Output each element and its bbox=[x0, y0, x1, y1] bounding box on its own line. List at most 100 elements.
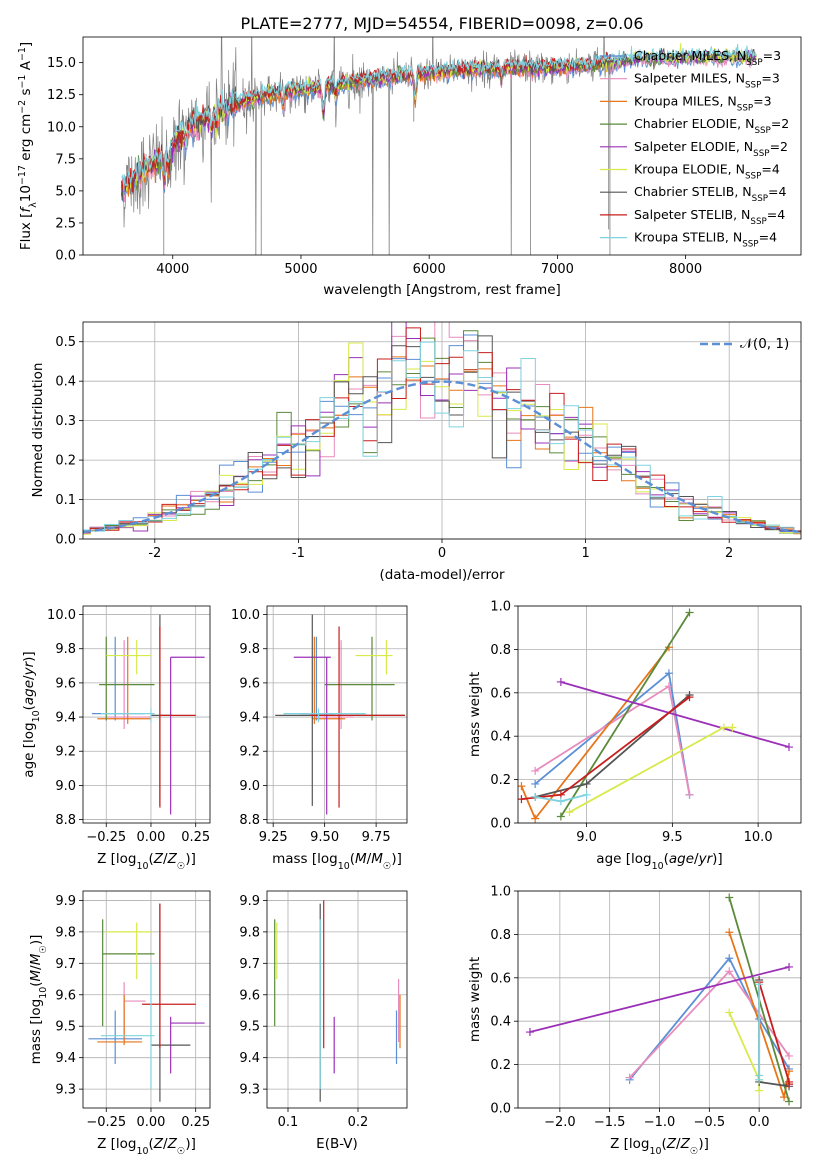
x-tick: −0.25 bbox=[86, 1108, 126, 1130]
y-axis-label: mass weight bbox=[467, 672, 483, 757]
y-tick: 0.0 bbox=[55, 249, 83, 264]
x-tick-label: 9.5 bbox=[662, 830, 683, 845]
x-tick: 9.5 bbox=[662, 823, 683, 845]
weight-marker bbox=[518, 795, 526, 804]
weight-line bbox=[529, 966, 790, 1033]
x-tick: 10.0 bbox=[744, 823, 773, 845]
x-tick-label: 4000 bbox=[156, 262, 189, 277]
plot-area bbox=[275, 614, 405, 815]
x-tick-label: 0.25 bbox=[181, 1115, 210, 1130]
y-tick-label: 0.8 bbox=[490, 928, 511, 943]
x-tick-label: -1 bbox=[292, 546, 305, 561]
legend-label: Salpeter ELODIE, NSSP=2 bbox=[634, 139, 788, 159]
y-tick: 9.0 bbox=[239, 779, 267, 794]
errorbar-point bbox=[310, 626, 405, 808]
y-tick-label: 0.2 bbox=[55, 454, 76, 469]
y-tick: 0.2 bbox=[490, 773, 518, 788]
y-tick: 0.4 bbox=[55, 375, 83, 390]
y-tick-label: 0.6 bbox=[490, 971, 511, 986]
errorbar-point bbox=[355, 640, 393, 675]
y-tick-label: 9.2 bbox=[239, 745, 260, 760]
y-tick: 0.2 bbox=[55, 454, 83, 469]
residual-histogram-step bbox=[83, 341, 801, 534]
weight-marker bbox=[664, 669, 673, 678]
x-tick: 0.1 bbox=[278, 1108, 299, 1130]
axes-frame bbox=[82, 890, 211, 1109]
axes-age_vs_mass: 9.25 9.50 9.75 8.8 9.0 9.2 9.4 9.6 9.8 10.0 mass [… bbox=[231, 605, 408, 872]
weight-marker bbox=[785, 962, 794, 971]
y-tick: 0.1 bbox=[55, 493, 83, 508]
weight-series bbox=[531, 790, 591, 806]
weight-series bbox=[556, 677, 793, 752]
x-tick-label: 0.25 bbox=[181, 830, 210, 845]
y-tick-label: 9.8 bbox=[55, 642, 76, 657]
x-tick-label: −1.0 bbox=[644, 1115, 676, 1130]
y-tick-label: 0.4 bbox=[490, 1015, 511, 1030]
errorbar-point bbox=[159, 626, 196, 808]
errorbar-point bbox=[283, 708, 366, 723]
x-tick: 0.0 bbox=[749, 1108, 770, 1130]
y-tick-label: 0.0 bbox=[55, 533, 76, 548]
y-tick-label: 0.8 bbox=[490, 643, 511, 658]
x-tick-label: 9.75 bbox=[362, 830, 391, 845]
axes-frame bbox=[82, 605, 211, 824]
y-tick-label: 9.9 bbox=[239, 894, 260, 909]
x-tick-label: −2.0 bbox=[544, 1115, 576, 1130]
axes-weight_vs_age: 9.0 9.5 10.0 0.0 0.2 0.4 0.6 0.8 1.0 age [log10(a… bbox=[467, 600, 802, 872]
weight-series bbox=[625, 967, 794, 1082]
weight-marker bbox=[785, 1097, 794, 1106]
figure-title: PLATE=2777, MJD=54554, FIBERID=0098, z=0… bbox=[240, 14, 643, 33]
y-axis-label: mass weight bbox=[467, 957, 483, 1042]
weight-marker bbox=[784, 743, 793, 752]
weight-marker bbox=[565, 808, 574, 817]
y-tick: 9.2 bbox=[239, 745, 267, 760]
x-tick-label: 0.0 bbox=[749, 1115, 770, 1130]
weight-marker bbox=[556, 677, 565, 686]
axes-mass_vs_Z: −0.25 0.00 0.25 9.3 9.4 9.5 9.6 9.7 9.8 9.9 Z [log… bbox=[28, 890, 211, 1157]
weight-marker bbox=[518, 782, 526, 791]
y-tick: 0.2 bbox=[490, 1058, 518, 1073]
axes-frame bbox=[517, 605, 802, 824]
axes-weight_vs_Z: −2.0 −1.5 −1.0 −0.5 0.0 0.0 0.2 0.4 0.6 0.8 1.0 Z [… bbox=[467, 885, 802, 1157]
x-tick: 0.25 bbox=[181, 823, 210, 845]
y-tick: 2.5 bbox=[55, 216, 83, 231]
x-tick: 5000 bbox=[284, 255, 318, 277]
spectrum-data-line bbox=[121, 37, 612, 255]
y-tick-label: 10.0 bbox=[231, 608, 260, 623]
y-tick: 9.7 bbox=[55, 957, 83, 972]
x-tick: 0 bbox=[438, 539, 446, 561]
weight-series bbox=[525, 962, 794, 1037]
y-tick-label: 9.2 bbox=[55, 745, 76, 760]
y-tick-label: 9.8 bbox=[239, 642, 260, 657]
x-tick: −1.0 bbox=[644, 1108, 676, 1130]
x-tick: 4000 bbox=[156, 255, 189, 277]
y-tick-label: 9.6 bbox=[55, 988, 76, 1003]
legend-label: Chabrier STELIB, NSSP=4 bbox=[634, 184, 787, 204]
axes-frame bbox=[266, 605, 408, 824]
x-axis-label: wavelength [Angstrom, rest frame] bbox=[323, 282, 561, 298]
x-tick-label: 1 bbox=[581, 546, 589, 561]
x-tick-label: 0.1 bbox=[278, 1115, 299, 1130]
y-tick: 9.6 bbox=[239, 988, 267, 1003]
x-tick: 9.0 bbox=[576, 823, 597, 845]
axes-residuals: -2 -1 0 1 2 0.0 0.1 0.2 0.3 0.4 0.5 𝒩(0, 1) (data-mo… bbox=[30, 321, 802, 583]
y-tick-label: 9.5 bbox=[55, 1020, 76, 1035]
y-tick: 10.0 bbox=[231, 608, 267, 623]
y-tick-label: 0.2 bbox=[490, 773, 511, 788]
y-tick-label: 8.8 bbox=[55, 813, 76, 828]
y-tick-label: 0.6 bbox=[490, 686, 511, 701]
x-axis-label: age [log10(age/yr)] bbox=[596, 851, 722, 872]
weight-marker bbox=[755, 1086, 764, 1095]
legend-label: Salpeter STELIB, NSSP=4 bbox=[634, 207, 785, 227]
x-tick-label: −0.25 bbox=[86, 830, 126, 845]
y-tick: 9.7 bbox=[239, 957, 267, 972]
y-tick-label: 9.3 bbox=[239, 1083, 260, 1098]
weight-marker bbox=[664, 682, 673, 691]
plot-area bbox=[274, 900, 401, 1102]
y-tick: 9.6 bbox=[239, 676, 267, 691]
y-tick: 0.4 bbox=[490, 1015, 518, 1030]
weight-marker bbox=[625, 1073, 634, 1082]
y-tick: 9.4 bbox=[239, 711, 267, 726]
weight-marker bbox=[725, 954, 734, 963]
x-tick-label: 6000 bbox=[413, 262, 446, 277]
